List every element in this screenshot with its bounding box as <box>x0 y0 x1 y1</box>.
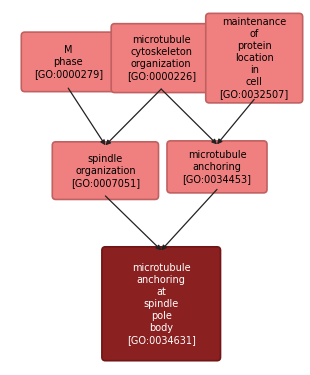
Text: microtubule
anchoring
at
spindle
pole
body
[GO:0034631]: microtubule anchoring at spindle pole bo… <box>127 263 196 345</box>
FancyBboxPatch shape <box>206 13 303 103</box>
FancyBboxPatch shape <box>52 142 158 200</box>
Text: microtubule
cytoskeleton
organization
[GO:0000226]: microtubule cytoskeleton organization [G… <box>127 35 196 81</box>
FancyBboxPatch shape <box>111 24 211 93</box>
Text: spindle
organization
[GO:0007051]: spindle organization [GO:0007051] <box>71 154 140 188</box>
FancyBboxPatch shape <box>102 247 220 361</box>
Text: M
phase
[GO:0000279]: M phase [GO:0000279] <box>34 45 103 79</box>
Text: microtubule
anchoring
[GO:0034453]: microtubule anchoring [GO:0034453] <box>183 150 251 184</box>
FancyBboxPatch shape <box>21 32 115 92</box>
Text: maintenance
of
protein
location
in
cell
[GO:0032507]: maintenance of protein location in cell … <box>219 17 289 99</box>
FancyBboxPatch shape <box>167 141 267 193</box>
